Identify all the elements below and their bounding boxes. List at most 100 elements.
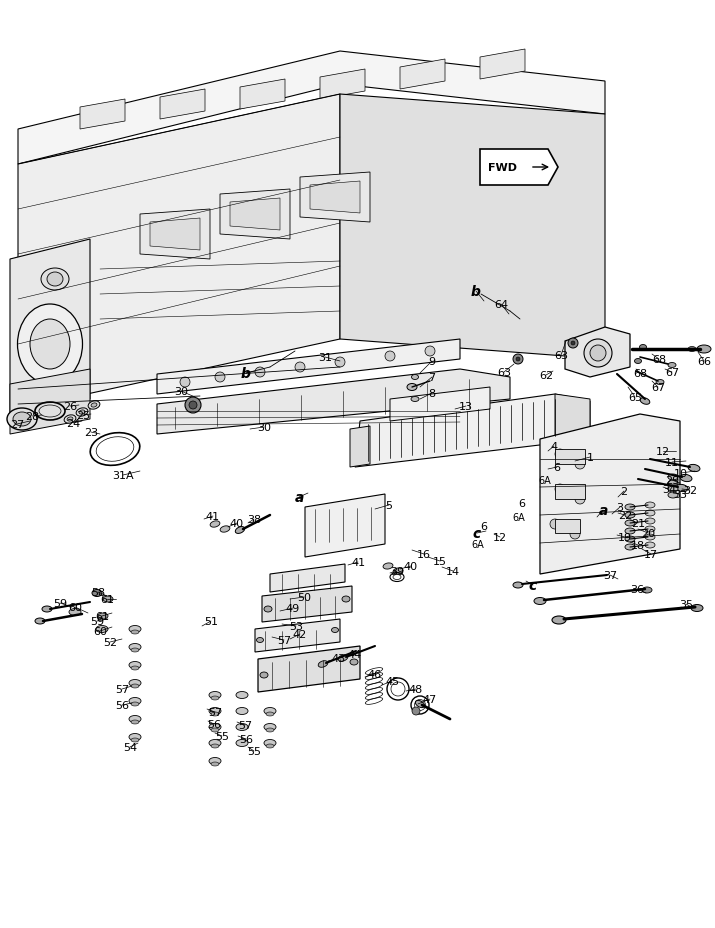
- Ellipse shape: [235, 527, 245, 534]
- Text: 31A: 31A: [112, 470, 134, 481]
- Ellipse shape: [264, 724, 276, 730]
- Text: a: a: [598, 504, 608, 518]
- Ellipse shape: [415, 701, 425, 708]
- Ellipse shape: [131, 630, 139, 635]
- Polygon shape: [540, 415, 680, 574]
- Text: 50: 50: [297, 592, 311, 602]
- Polygon shape: [262, 586, 352, 623]
- Text: 59: 59: [90, 616, 104, 626]
- Circle shape: [590, 345, 606, 362]
- Ellipse shape: [211, 744, 219, 748]
- Text: 63: 63: [554, 351, 568, 361]
- Text: 55: 55: [215, 731, 229, 741]
- Text: 66: 66: [697, 356, 711, 367]
- Text: c: c: [473, 526, 481, 540]
- Text: 67: 67: [651, 382, 665, 393]
- Polygon shape: [160, 90, 205, 120]
- Text: 64: 64: [494, 300, 508, 310]
- Ellipse shape: [47, 273, 63, 287]
- Ellipse shape: [211, 728, 219, 732]
- Text: 13: 13: [459, 402, 473, 411]
- Circle shape: [335, 357, 345, 367]
- Text: 65: 65: [628, 393, 642, 403]
- Ellipse shape: [645, 526, 655, 533]
- Text: 57: 57: [115, 684, 129, 694]
- Text: 41: 41: [206, 511, 220, 522]
- Ellipse shape: [645, 535, 655, 540]
- Ellipse shape: [69, 609, 81, 616]
- Text: 12: 12: [656, 446, 670, 457]
- Polygon shape: [255, 619, 340, 652]
- Text: FWD: FWD: [488, 162, 517, 173]
- Text: 44: 44: [348, 650, 362, 659]
- Polygon shape: [400, 60, 445, 90]
- Ellipse shape: [513, 583, 523, 588]
- Ellipse shape: [393, 568, 403, 574]
- Text: 31: 31: [318, 353, 332, 363]
- Circle shape: [555, 484, 565, 495]
- Ellipse shape: [266, 728, 274, 732]
- Ellipse shape: [131, 666, 139, 670]
- Text: 18: 18: [631, 540, 645, 550]
- Circle shape: [516, 357, 520, 362]
- Ellipse shape: [211, 696, 219, 701]
- Text: 68: 68: [633, 368, 647, 379]
- Text: 61: 61: [100, 594, 114, 604]
- Text: 68: 68: [652, 354, 666, 365]
- Circle shape: [180, 378, 190, 388]
- Ellipse shape: [129, 715, 141, 723]
- Polygon shape: [220, 190, 290, 239]
- Text: 40: 40: [230, 519, 244, 528]
- Text: 3: 3: [616, 502, 623, 512]
- Text: 55: 55: [247, 746, 261, 756]
- Polygon shape: [240, 80, 285, 110]
- Text: 32: 32: [683, 485, 697, 496]
- Ellipse shape: [209, 724, 221, 730]
- Ellipse shape: [625, 536, 635, 542]
- Text: 6A: 6A: [513, 512, 526, 522]
- Ellipse shape: [668, 486, 678, 493]
- Polygon shape: [340, 95, 605, 360]
- Ellipse shape: [257, 638, 264, 643]
- Ellipse shape: [676, 484, 688, 492]
- Ellipse shape: [645, 542, 655, 548]
- Text: 26: 26: [63, 402, 77, 411]
- Ellipse shape: [656, 380, 664, 385]
- Polygon shape: [258, 646, 360, 692]
- Ellipse shape: [680, 475, 692, 482]
- Text: 62: 62: [539, 370, 553, 380]
- Ellipse shape: [236, 708, 248, 715]
- Ellipse shape: [625, 505, 635, 510]
- Polygon shape: [10, 369, 90, 434]
- Ellipse shape: [625, 528, 635, 535]
- Text: 25: 25: [76, 410, 90, 420]
- Ellipse shape: [350, 659, 358, 665]
- Circle shape: [513, 354, 523, 365]
- Ellipse shape: [13, 413, 31, 427]
- Ellipse shape: [264, 708, 276, 715]
- Text: 6: 6: [518, 498, 526, 509]
- Ellipse shape: [131, 684, 139, 689]
- Text: 9: 9: [428, 356, 435, 367]
- Ellipse shape: [211, 762, 219, 767]
- Ellipse shape: [17, 304, 82, 384]
- Ellipse shape: [209, 708, 221, 715]
- Text: 6A: 6A: [472, 539, 484, 549]
- Ellipse shape: [41, 269, 69, 290]
- Text: 57: 57: [208, 707, 222, 717]
- Text: 67: 67: [665, 367, 679, 378]
- Text: 53: 53: [289, 622, 303, 631]
- Polygon shape: [80, 100, 125, 130]
- Polygon shape: [305, 495, 385, 558]
- Ellipse shape: [236, 724, 248, 730]
- Circle shape: [215, 373, 225, 382]
- Text: 21: 21: [631, 519, 645, 528]
- Ellipse shape: [383, 563, 393, 570]
- Circle shape: [189, 402, 197, 409]
- Text: 49: 49: [286, 603, 300, 613]
- Text: 12: 12: [493, 533, 507, 542]
- Polygon shape: [157, 369, 510, 434]
- Ellipse shape: [697, 345, 711, 354]
- Text: 60: 60: [93, 626, 107, 637]
- Ellipse shape: [412, 375, 418, 380]
